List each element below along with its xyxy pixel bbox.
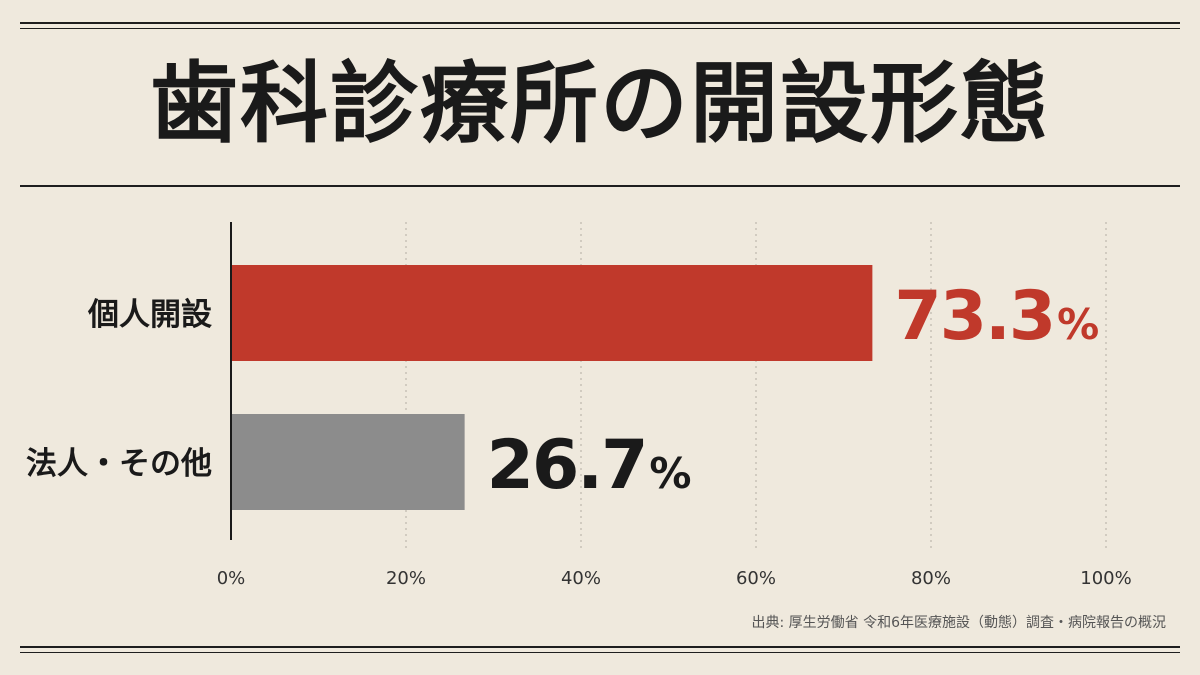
x-tick-label-60: 60% xyxy=(736,568,776,589)
x-tick-label-20: 20% xyxy=(386,568,426,589)
x-tick-label-100: 100% xyxy=(1080,568,1131,589)
x-tick-label-80: 80% xyxy=(911,568,951,589)
category-label-1: 個人開設 xyxy=(87,297,212,333)
bottom-rule xyxy=(20,646,1180,648)
chart-title: 歯科診療所の開設形態 xyxy=(149,51,1050,155)
bar-2 xyxy=(231,414,465,510)
value-label-1: 73.3% xyxy=(894,277,1098,356)
bar-1 xyxy=(231,265,873,361)
bar-chart: 個人開設 73.3% 法人・その他 26.7% 0% 20% 40% 60% 80% 100% xyxy=(26,222,1132,589)
x-tick-label-40: 40% xyxy=(561,568,601,589)
x-tick-label-0: 0% xyxy=(217,568,246,589)
top-rule-thin xyxy=(20,28,1180,29)
title-divider xyxy=(20,185,1180,187)
category-label-2: 法人・その他 xyxy=(26,446,212,482)
value-label-2: 26.7% xyxy=(487,426,691,505)
top-rule xyxy=(20,22,1180,24)
bottom-rule-thin xyxy=(20,652,1180,653)
source-note: 出典: 厚生労働省 令和6年医療施設（動態）調査・病院報告の概況 xyxy=(751,615,1166,631)
